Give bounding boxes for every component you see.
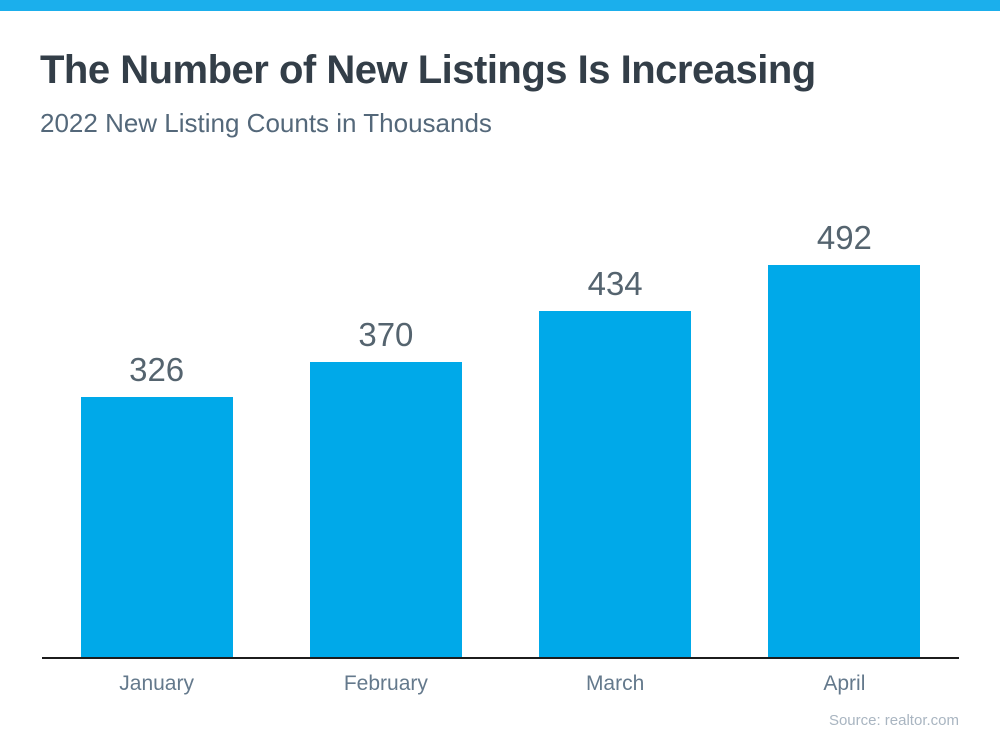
bar-value-label-april: 492 <box>816 219 872 256</box>
bar-value-label-february: 370 <box>358 316 414 353</box>
bar-column-march: 434 <box>501 267 730 657</box>
bar-april <box>768 265 921 657</box>
bar-january <box>80 397 233 657</box>
source-attribution: Source: realtor.com <box>828 712 959 729</box>
bar-february <box>309 362 462 657</box>
bar-column-april: 492 <box>730 221 959 657</box>
x-axis-labels: January February March April <box>42 672 959 696</box>
page-title: The Number of New Listings Is Increasing <box>40 48 816 92</box>
x-axis-label-march: March <box>585 672 645 695</box>
bar-march <box>539 311 692 657</box>
bar-value-label-march: 434 <box>587 265 643 302</box>
bar-column-january: 326 <box>42 353 271 657</box>
x-axis-label-january: January <box>119 672 194 695</box>
page-subtitle: 2022 New Listing Counts in Thousands <box>40 108 492 138</box>
x-axis-label-april: April <box>823 672 866 695</box>
bar-chart-plot-area: 326 370 434 492 <box>42 210 959 657</box>
bar-value-label-january: 326 <box>129 351 185 388</box>
top-accent-bar <box>0 0 1000 11</box>
x-axis-line <box>42 657 959 659</box>
x-axis-label-february: February <box>343 672 428 695</box>
bar-column-february: 370 <box>271 318 500 657</box>
